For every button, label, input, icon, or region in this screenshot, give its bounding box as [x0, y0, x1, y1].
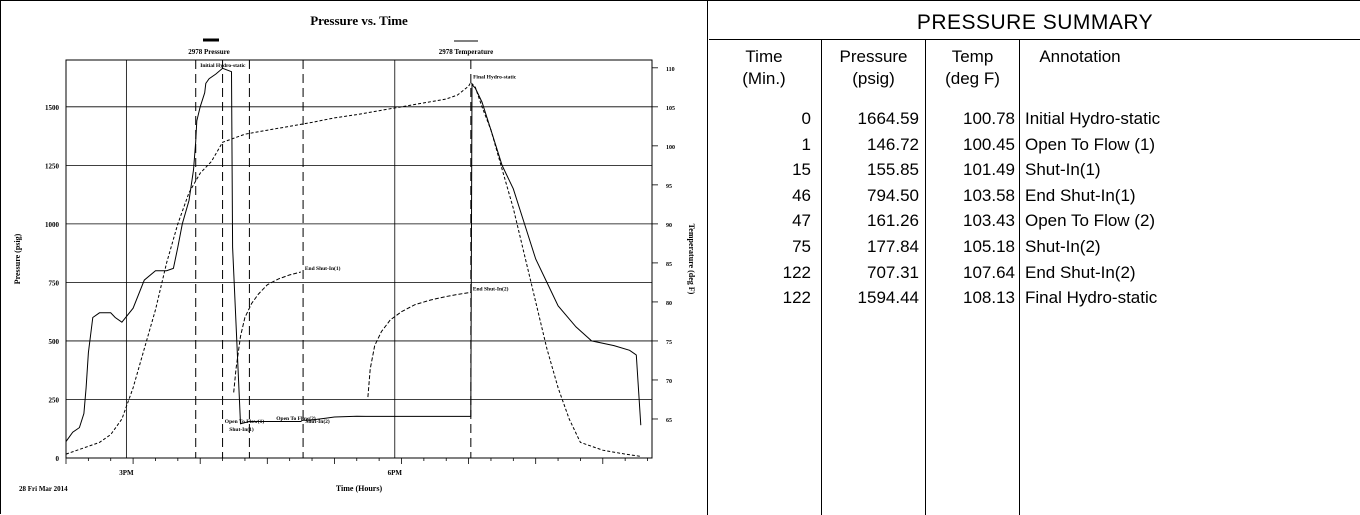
row-temp: 108.13 — [963, 288, 1015, 308]
row-temp: 100.45 — [963, 134, 1015, 154]
row-annotation: End Shut-In(2) — [1025, 262, 1136, 282]
header-time: Time (Min.) — [709, 46, 819, 90]
pressure-summary-panel: PRESSURE SUMMARY Time (Min.) Pressure (p… — [709, 1, 1360, 515]
row-annotation: Open To Flow (1) — [1025, 134, 1156, 154]
column-divider — [821, 40, 822, 515]
x-tick-label: 3PM — [119, 469, 134, 477]
y-left-tick-label: 750 — [49, 279, 60, 287]
chart-annotation-label: End Shut-In(1) — [305, 265, 341, 272]
row-pressure: 155.85 — [867, 160, 919, 180]
header-annotation: Annotation — [1020, 46, 1140, 68]
y-right-tick-label: 85 — [666, 262, 672, 268]
y-left-tick-label: 500 — [49, 338, 60, 346]
y-right-tick-label: 90 — [666, 223, 672, 229]
y-right-tick-label: 105 — [666, 106, 675, 112]
y-right-axis-label: Temperature (deg F) — [687, 224, 696, 295]
y-left-tick-label: 250 — [49, 396, 60, 404]
chart-annotation-label: Initial Hydro-static — [200, 63, 246, 69]
header-temp-unit: (deg F) — [945, 69, 1000, 88]
y-right-tick-label: 70 — [666, 379, 672, 385]
row-annotation: End Shut-In(1) — [1025, 185, 1136, 205]
y-right-tick-label: 100 — [666, 145, 675, 151]
y-left-tick-label: 1000 — [45, 221, 60, 229]
header-pressure-label: Pressure — [839, 47, 908, 66]
row-time: 47 — [792, 211, 811, 231]
chart-title: Pressure vs. Time — [310, 13, 408, 28]
y-left-tick-label: 1250 — [45, 162, 60, 170]
row-annotation: Shut-In(1) — [1025, 160, 1101, 180]
row-time: 0 — [801, 109, 811, 128]
row-pressure: 146.72 — [867, 134, 919, 154]
row-time: 122 — [782, 288, 811, 308]
header-time-unit: (Min.) — [742, 69, 786, 88]
row-temp: 103.43 — [963, 211, 1015, 231]
chart-annotation-label: Final Hydro-static — [473, 75, 517, 81]
legend-pressure-label: 2978 Pressure — [188, 48, 230, 56]
y-right-tick-label: 110 — [666, 67, 675, 73]
y-left-axis-label: Pressure (psig) — [13, 233, 22, 284]
row-time: 15 — [792, 160, 811, 180]
y-right-tick-label: 80 — [666, 301, 672, 307]
row-time: 122 — [782, 262, 811, 282]
pressure-time-chart: Pressure vs. Time 2978 Pressure 2978 Tempe… — [13, 13, 696, 493]
column-divider — [1019, 40, 1020, 515]
chart-panel: Pressure vs. Time 2978 Pressure 2978 Tempe… — [1, 1, 708, 515]
header-temp: Temp (deg F) — [926, 46, 1019, 90]
row-pressure: 177.84 — [867, 237, 919, 256]
row-temp: 101.49 — [963, 160, 1015, 180]
buildup-series-line — [367, 291, 471, 398]
row-temp: 100.78 — [963, 109, 1015, 128]
date-label: 28 Fri Mar 2014 — [19, 485, 68, 493]
pressure-series-line — [65, 67, 642, 442]
summary-divider — [709, 39, 1360, 40]
row-temp: 103.58 — [963, 185, 1015, 205]
temperature-series-line — [65, 81, 641, 457]
header-pressure: Pressure (psig) — [822, 46, 925, 90]
y-left-tick-label: 1500 — [45, 104, 60, 112]
row-temp: 107.64 — [963, 262, 1015, 282]
chart-annotation-label: Open To Flow(1) — [225, 418, 265, 425]
row-annotation: Final Hydro-static — [1025, 288, 1158, 308]
y-right-tick-label: 75 — [666, 340, 672, 346]
summary-title: PRESSURE SUMMARY — [916, 11, 1154, 34]
x-tick-label: 6PM — [388, 469, 403, 477]
chart-annotation-label: End Shut-In(2) — [473, 285, 509, 292]
row-annotation: Shut-In(2) — [1025, 237, 1101, 256]
row-annotation: Open To Flow (2) — [1025, 211, 1156, 231]
header-annotation-label: Annotation — [1039, 47, 1121, 66]
header-temp-label: Temp — [951, 47, 994, 66]
header-time-label: Time — [745, 47, 783, 66]
plot-area — [65, 59, 653, 459]
row-pressure: 1664.59 — [857, 109, 919, 128]
header-pressure-unit: (psig) — [852, 69, 895, 88]
row-pressure: 794.50 — [867, 185, 919, 205]
row-pressure: 707.31 — [867, 262, 919, 282]
row-temp: 105.18 — [963, 237, 1015, 256]
row-pressure: 1594.44 — [857, 288, 919, 308]
y-right-tick-label: 95 — [666, 184, 672, 190]
chart-annotation-label: Open To Flow(2) — [276, 415, 316, 422]
row-time: 1 — [801, 134, 811, 154]
y-right-tick-label: 65 — [666, 418, 672, 424]
buildup-series-line — [233, 271, 301, 393]
row-time: 46 — [792, 185, 811, 205]
legend-temperature-label: 2978 Temperature — [439, 48, 494, 56]
column-divider — [925, 40, 926, 515]
row-pressure: 161.26 — [867, 211, 919, 231]
y-left-tick-label: 0 — [56, 455, 60, 463]
chart-annotation-label: Shut-In(1) — [229, 426, 254, 433]
row-annotation: Initial Hydro-static — [1025, 109, 1161, 128]
chart-annotation-label: Shut-In(2) — [305, 418, 330, 425]
x-axis-label: Time (Hours) — [336, 484, 383, 493]
row-time: 75 — [792, 237, 811, 256]
